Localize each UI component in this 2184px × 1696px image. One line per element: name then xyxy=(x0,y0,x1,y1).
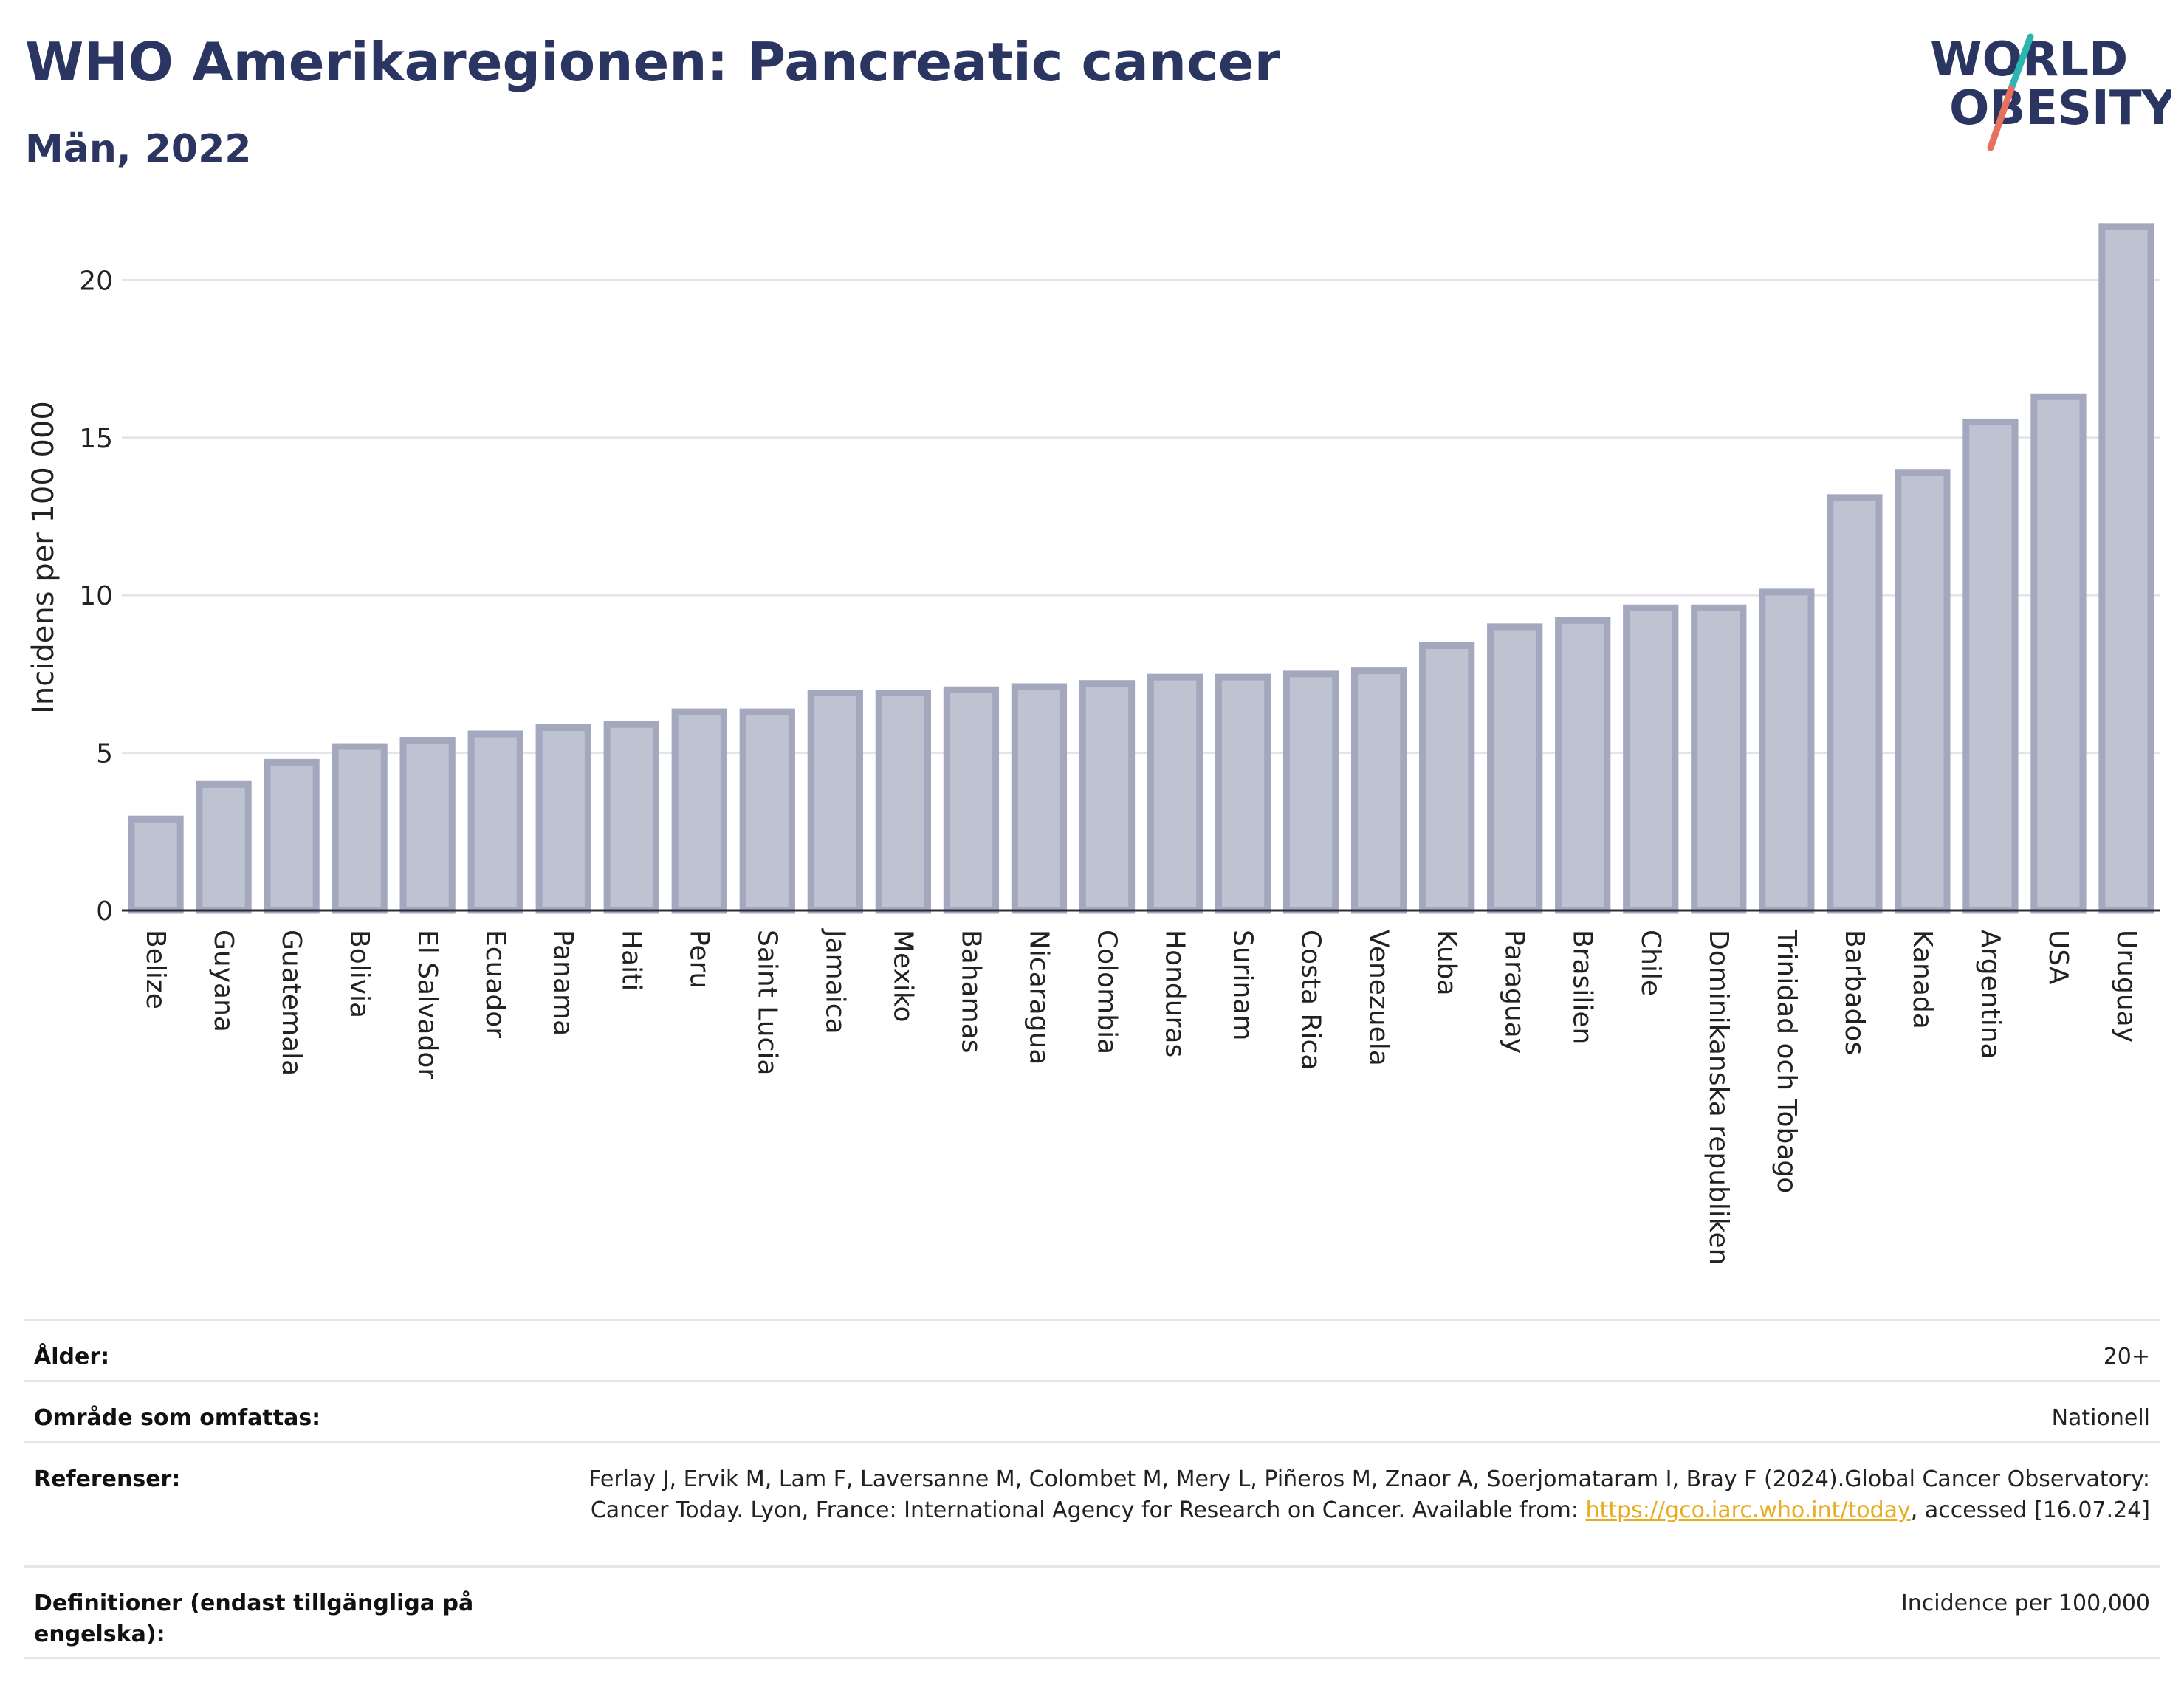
bar xyxy=(1962,418,2019,914)
x-tick-label: Colombia xyxy=(1091,930,1122,1054)
bar xyxy=(535,724,591,914)
y-tick-labels: 0 5 10 15 20 xyxy=(79,266,113,927)
age-label: Ålder: xyxy=(34,1344,110,1370)
x-tick-label: Kuba xyxy=(1432,930,1462,996)
x-tick-label: Bolivia xyxy=(344,930,374,1018)
x-tick-label: Uruguay xyxy=(2111,930,2141,1043)
logo-slash-top xyxy=(2008,33,2034,92)
y-tick-label: 0 xyxy=(96,896,113,927)
bar xyxy=(1011,683,1068,914)
x-tick-label: Surinam xyxy=(1228,930,1258,1040)
x-tick-label: Chile xyxy=(1635,930,1666,996)
chart-title: WHO Amerikaregionen: Pancreatic cancer xyxy=(25,31,1281,93)
grid-lines xyxy=(122,278,2160,755)
bar xyxy=(1079,680,1136,914)
y-tick-label: 10 xyxy=(79,581,113,611)
bar xyxy=(1147,673,1203,914)
bar xyxy=(128,815,184,914)
bar xyxy=(1827,494,1883,914)
x-tick-label: Costa Rica xyxy=(1296,930,1326,1070)
x-tick-label: Belize xyxy=(140,930,171,1009)
bar xyxy=(603,721,659,914)
x-tick-label: Haiti xyxy=(616,930,646,991)
definitions-label: Definitioner (endast tillgängliga på eng… xyxy=(34,1590,474,1647)
bar xyxy=(807,689,863,914)
bar xyxy=(1419,642,1475,914)
x-tick-label: Venezuela xyxy=(1364,930,1394,1066)
bar xyxy=(1487,623,1543,914)
definitions-value: Incidence per 100,000 xyxy=(1900,1590,2150,1616)
x-tick-label: Trinidad och Tobago xyxy=(1771,929,1802,1193)
info-table-bottom-border xyxy=(24,1657,2160,1659)
bar xyxy=(1895,469,1951,914)
x-tick-label: El Salvador xyxy=(412,930,442,1079)
bar xyxy=(1623,604,1679,914)
bar xyxy=(399,737,456,914)
x-tick-label: Guyana xyxy=(208,930,238,1032)
x-tick-label: Mexiko xyxy=(887,930,918,1022)
y-tick-label: 5 xyxy=(96,739,113,769)
bar xyxy=(264,758,320,914)
x-tick-label: Paraguay xyxy=(1500,930,1530,1054)
bar xyxy=(1215,673,1271,914)
info-row-references: Referenser: Ferlay J, Ervik M, Lam F, La… xyxy=(24,1441,2160,1565)
x-tick-label: Honduras xyxy=(1160,930,1190,1057)
bar xyxy=(875,689,932,914)
x-tick-label: Peru xyxy=(684,930,714,989)
x-tick-label: Saint Lucia xyxy=(752,930,782,1075)
references-value: Ferlay J, Ervik M, Lam F, Laversanne M, … xyxy=(585,1464,2150,1565)
references-link[interactable]: https://gco.iarc.who.int/today xyxy=(1585,1497,1911,1523)
info-row-coverage: Område som omfattas: Nationell xyxy=(24,1380,2160,1441)
coverage-value: Nationell xyxy=(2051,1405,2150,1431)
bar xyxy=(2098,223,2154,914)
references-label: Referenser: xyxy=(34,1466,181,1492)
x-tick-label: Brasilien xyxy=(1567,930,1598,1044)
y-axis-label: Incidens per 100 000 xyxy=(27,401,61,714)
age-value: 20+ xyxy=(2103,1344,2150,1370)
bar xyxy=(1759,588,1815,914)
bar xyxy=(1691,604,1747,914)
x-tick-label: Kanada xyxy=(1907,930,1937,1029)
bar xyxy=(467,730,523,914)
x-tick-label: Guatemala xyxy=(276,930,306,1076)
chart-subtitle: Män, 2022 xyxy=(25,127,252,171)
x-tick-label: Barbados xyxy=(1839,930,1869,1055)
x-tick-label: USA xyxy=(2043,930,2073,985)
bar xyxy=(1555,617,1611,914)
x-tick-label: Jamaica xyxy=(820,928,850,1034)
references-text: Ferlay J, Ervik M, Lam F, Laversanne M, … xyxy=(588,1466,2150,1523)
logo-slash-bottom xyxy=(1987,85,2015,151)
y-tick-label: 15 xyxy=(79,424,113,454)
x-tick-labels: Belize Guyana Guatemala Bolivia El Salvador E… xyxy=(140,928,2141,1265)
bars xyxy=(128,223,2154,914)
bar xyxy=(1350,667,1407,914)
bar xyxy=(671,708,727,914)
references-accessed: , accessed [16.07.24] xyxy=(1910,1497,2150,1523)
x-tick-label: Panama xyxy=(548,930,578,1036)
info-row-definitions: Definitioner (endast tillgängliga på eng… xyxy=(24,1565,2160,1657)
bar xyxy=(196,780,252,914)
x-tick-label: Argentina xyxy=(1975,930,2005,1060)
bar-chart: 0 5 10 15 20 Belize Guyana Guatemala Bolivia El … xyxy=(27,223,2160,1265)
bar xyxy=(1282,670,1339,914)
y-tick-label: 20 xyxy=(79,266,113,296)
bar xyxy=(943,686,1000,914)
x-tick-label: Nicaragua xyxy=(1023,930,1054,1065)
x-tick-label: Dominikanska republiken xyxy=(1703,930,1734,1265)
info-row-age: Ålder: 20+ xyxy=(24,1319,2160,1380)
world-obesity-logo: WORLD OBESITY xyxy=(1930,32,2171,151)
coverage-label: Område som omfattas: xyxy=(34,1405,321,1431)
bar xyxy=(739,708,795,914)
bar xyxy=(332,743,388,914)
x-tick-label: Bahamas xyxy=(955,930,986,1054)
x-tick-label: Ecuador xyxy=(480,930,510,1038)
bar xyxy=(2030,393,2087,914)
info-table: Ålder: 20+ Område som omfattas: Nationel… xyxy=(24,1319,2160,1659)
logo-text-obesity: OBESITY xyxy=(1949,81,2171,136)
